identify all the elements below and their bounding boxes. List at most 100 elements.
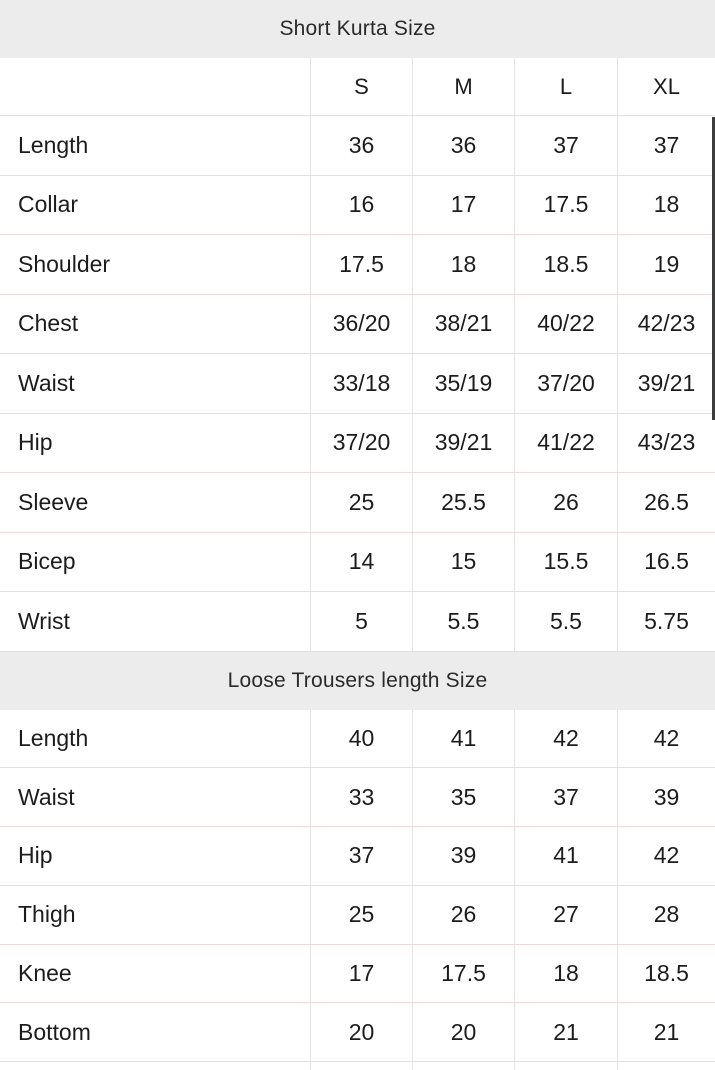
table-row: Length 36 36 37 37 bbox=[0, 116, 715, 176]
table-row: Hip 37/20 39/21 41/22 43/23 bbox=[0, 413, 715, 473]
cell-value: 39/21 bbox=[617, 354, 715, 413]
cell-value: 18 bbox=[412, 235, 514, 294]
cell-value: 37 bbox=[617, 116, 715, 175]
cell-value: 17.5 bbox=[514, 175, 617, 234]
size-column-header-m: M bbox=[412, 58, 514, 115]
scrollbar-thumb[interactable] bbox=[712, 117, 715, 420]
cell-value: 20 bbox=[310, 1003, 412, 1062]
section-header-trousers: Loose Trousers length Size bbox=[0, 651, 715, 710]
cell-value: 41 bbox=[514, 827, 617, 885]
cell-value: 17.5 bbox=[310, 235, 412, 294]
row-label: Bottom bbox=[18, 1018, 91, 1045]
cell-value: 28 bbox=[617, 885, 715, 944]
table-row: Bottom 20 20 21 21 bbox=[0, 1003, 715, 1063]
cell-value: 37/20 bbox=[310, 413, 412, 472]
kurta-rows: Length 36 36 37 37 Collar 16 17 17.5 18 Shoulder 17… bbox=[0, 116, 715, 652]
cell-value: 39 bbox=[617, 768, 715, 827]
cell-value: 25 bbox=[310, 885, 412, 944]
cell-value: 36 bbox=[310, 116, 412, 175]
cell-value: 38/21 bbox=[412, 294, 514, 353]
cell-value: 5.5 bbox=[514, 592, 617, 651]
row-label: Hip bbox=[18, 842, 53, 869]
row-label: Knee bbox=[18, 960, 72, 987]
size-column-header-l: L bbox=[514, 58, 617, 115]
size-column-header-s: S bbox=[310, 58, 412, 115]
row-label: Sleeve bbox=[18, 488, 89, 515]
cell-value bbox=[617, 1062, 715, 1070]
table-row: Chest 36/20 38/21 40/22 42/23 bbox=[0, 294, 715, 354]
cell-value: 42/23 bbox=[617, 294, 715, 353]
cell-value: 37 bbox=[514, 768, 617, 827]
row-label bbox=[0, 1062, 310, 1070]
cell-value: 17 bbox=[412, 175, 514, 234]
cell-value: 18.5 bbox=[514, 235, 617, 294]
cell-value: 35 bbox=[412, 768, 514, 827]
cell-value: 39 bbox=[412, 827, 514, 885]
row-label: Wrist bbox=[18, 607, 70, 634]
size-column-header-xl: XL bbox=[617, 58, 715, 115]
cell-value: 26.5 bbox=[617, 473, 715, 532]
cell-value bbox=[412, 1062, 514, 1070]
row-label: Thigh bbox=[18, 901, 76, 928]
cell-value: 42 bbox=[617, 709, 715, 768]
cell-value: 35/19 bbox=[412, 354, 514, 413]
table-row: Shoulder 17.5 18 18.5 19 bbox=[0, 235, 715, 295]
cell-value: 17 bbox=[310, 944, 412, 1003]
table-row: Wrist 5 5.5 5.5 5.75 bbox=[0, 592, 715, 652]
table-row: Knee 17 17.5 18 18.5 bbox=[0, 944, 715, 1004]
table-row: Collar 16 17 17.5 18 bbox=[0, 175, 715, 235]
cell-value: 39/21 bbox=[412, 413, 514, 472]
cell-value: 14 bbox=[310, 532, 412, 591]
cell-value bbox=[310, 1062, 412, 1070]
cell-value: 15 bbox=[412, 532, 514, 591]
cell-value: 5 bbox=[310, 592, 412, 651]
cell-value: 37 bbox=[514, 116, 617, 175]
cell-value: 37/20 bbox=[514, 354, 617, 413]
cell-value: 36/20 bbox=[310, 294, 412, 353]
row-label: Length bbox=[18, 131, 89, 158]
section-header-kurta: Short Kurta Size bbox=[0, 0, 715, 58]
cell-value: 25.5 bbox=[412, 473, 514, 532]
table-row: Waist 33/18 35/19 37/20 39/21 bbox=[0, 354, 715, 414]
cell-value: 16 bbox=[310, 175, 412, 234]
cell-value: 15.5 bbox=[514, 532, 617, 591]
row-label: Hip bbox=[18, 429, 53, 456]
cell-value: 16.5 bbox=[617, 532, 715, 591]
cell-value: 26 bbox=[514, 473, 617, 532]
cell-value: 40 bbox=[310, 709, 412, 768]
cell-value: 18 bbox=[617, 175, 715, 234]
row-label: Waist bbox=[18, 783, 75, 810]
table-row: Sleeve 25 25.5 26 26.5 bbox=[0, 473, 715, 533]
table-row: Hip 37 39 41 42 bbox=[0, 827, 715, 886]
cell-value: 20 bbox=[412, 1003, 514, 1062]
cell-value: 42 bbox=[514, 709, 617, 768]
row-label: Length bbox=[18, 724, 89, 751]
cell-value: 5.75 bbox=[617, 592, 715, 651]
cell-value: 5.5 bbox=[412, 592, 514, 651]
cell-value: 33/18 bbox=[310, 354, 412, 413]
table-row: Bicep 14 15 15.5 16.5 bbox=[0, 532, 715, 592]
cell-value: 18 bbox=[514, 944, 617, 1003]
row-label: Waist bbox=[18, 369, 75, 396]
cell-value bbox=[514, 1062, 617, 1070]
row-label: Collar bbox=[18, 191, 79, 218]
cell-value: 33 bbox=[310, 768, 412, 827]
table-row: Thigh 25 26 27 28 bbox=[0, 885, 715, 945]
cell-value: 19 bbox=[617, 235, 715, 294]
cell-value: 27 bbox=[514, 885, 617, 944]
cell-value: 21 bbox=[617, 1003, 715, 1062]
cell-value: 21 bbox=[514, 1003, 617, 1062]
row-label: Shoulder bbox=[18, 250, 111, 277]
cell-value: 41 bbox=[412, 709, 514, 768]
corner-empty-cell bbox=[0, 58, 310, 115]
trousers-rows: Length 40 41 42 42 Waist 33 35 37 39 Hip 37 39 41 42 Th… bbox=[0, 709, 715, 1063]
row-label: Bicep bbox=[18, 548, 76, 575]
cell-value: 36 bbox=[412, 116, 514, 175]
cell-value: 17.5 bbox=[412, 944, 514, 1003]
cell-value: 41/22 bbox=[514, 413, 617, 472]
cell-value: 40/22 bbox=[514, 294, 617, 353]
cell-value: 26 bbox=[412, 885, 514, 944]
row-label: Chest bbox=[18, 310, 79, 337]
cell-value: 43/23 bbox=[617, 413, 715, 472]
